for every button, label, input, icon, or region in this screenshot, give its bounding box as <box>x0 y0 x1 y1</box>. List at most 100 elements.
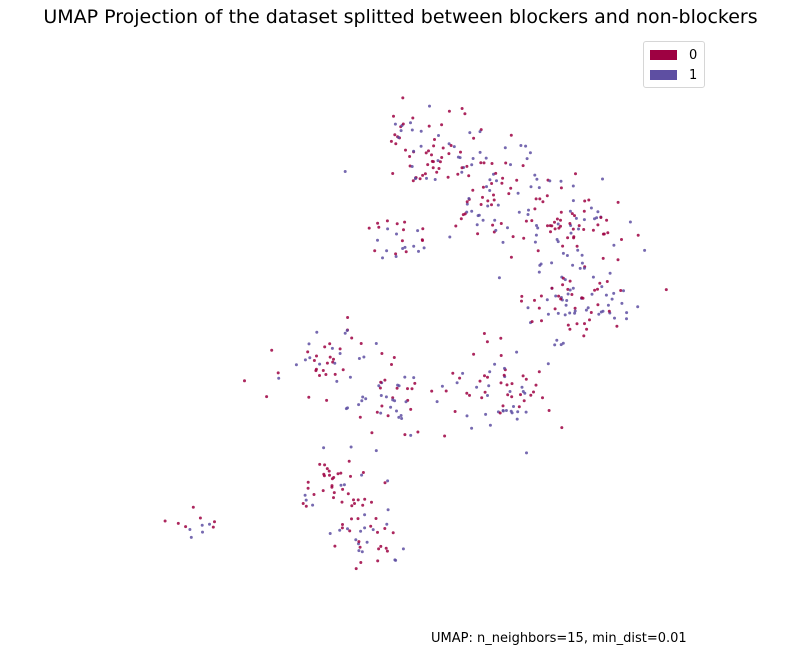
point-series-0 <box>418 177 422 181</box>
point-series-0 <box>541 396 544 400</box>
point-series-0 <box>318 374 321 377</box>
point-series-1 <box>374 342 378 345</box>
point-series-0 <box>593 288 597 292</box>
point-series-0 <box>499 222 503 225</box>
point-series-0 <box>582 228 586 231</box>
point-series-1 <box>488 370 492 374</box>
point-series-0 <box>312 359 316 362</box>
point-series-1 <box>381 256 384 260</box>
point-series-0 <box>265 395 269 399</box>
point-series-0 <box>163 519 167 523</box>
point-series-1 <box>455 381 459 385</box>
point-series-0 <box>472 352 476 356</box>
point-series-0 <box>394 252 398 256</box>
point-series-0 <box>430 153 433 157</box>
point-series-0 <box>392 114 395 118</box>
point-series-1 <box>478 130 482 134</box>
point-series-0 <box>460 166 464 170</box>
point-series-0 <box>478 379 482 383</box>
point-series-0 <box>533 207 537 211</box>
point-series-1 <box>546 362 550 366</box>
point-series-1 <box>535 224 538 227</box>
point-series-0 <box>427 149 430 153</box>
point-series-0 <box>588 318 591 322</box>
point-series-1 <box>328 532 332 535</box>
point-series-0 <box>301 502 305 505</box>
point-series-0 <box>559 218 562 222</box>
point-series-0 <box>509 133 513 137</box>
point-series-1 <box>395 232 398 236</box>
point-series-1 <box>612 243 616 247</box>
point-series-1 <box>590 292 594 296</box>
point-series-1 <box>379 394 383 397</box>
point-series-0 <box>379 544 383 548</box>
point-series-1 <box>360 473 364 477</box>
point-series-1 <box>537 270 541 274</box>
point-series-1 <box>509 163 512 167</box>
point-series-1 <box>612 291 616 295</box>
point-series-0 <box>519 393 522 397</box>
point-series-0 <box>541 200 545 204</box>
point-series-1 <box>304 498 308 502</box>
point-series-0 <box>408 155 412 158</box>
point-series-0 <box>522 399 526 403</box>
point-series-0 <box>306 486 310 490</box>
point-series-1 <box>625 311 629 315</box>
point-series-0 <box>547 409 551 412</box>
point-series-1 <box>524 144 528 148</box>
point-series-0 <box>336 472 340 476</box>
point-series-1 <box>517 210 521 214</box>
legend-label-1: 1 <box>689 67 698 83</box>
point-series-1 <box>357 549 361 553</box>
point-series-0 <box>596 223 600 227</box>
point-series-1 <box>349 445 353 449</box>
point-series-0 <box>598 281 602 285</box>
point-series-0 <box>378 386 382 390</box>
point-series-0 <box>427 124 431 128</box>
point-series-1 <box>200 523 204 527</box>
point-series-1 <box>410 165 414 168</box>
point-series-0 <box>463 112 467 116</box>
point-series-0 <box>314 369 318 373</box>
point-series-1 <box>548 179 552 183</box>
point-series-1 <box>568 288 572 292</box>
point-series-0 <box>524 219 528 223</box>
point-series-0 <box>340 526 344 530</box>
point-series-1 <box>447 142 451 146</box>
point-series-1 <box>201 530 204 534</box>
point-series-0 <box>501 176 505 180</box>
point-series-1 <box>404 400 408 404</box>
point-series-0 <box>352 498 355 502</box>
point-series-0 <box>361 503 365 507</box>
point-series-0 <box>499 354 503 357</box>
point-series-1 <box>394 255 398 258</box>
point-series-1 <box>354 538 358 542</box>
point-series-1 <box>519 144 523 147</box>
point-series-0 <box>315 354 318 358</box>
point-series-0 <box>391 531 395 535</box>
point-series-0 <box>276 371 280 375</box>
point-series-1 <box>303 358 307 362</box>
point-series-0 <box>307 395 311 399</box>
point-series-0 <box>406 387 409 391</box>
chart-title: UMAP Projection of the dataset splitted … <box>43 6 758 28</box>
point-series-1 <box>628 220 632 224</box>
point-series-0 <box>447 152 451 156</box>
point-series-0 <box>358 415 362 419</box>
point-series-0 <box>391 172 395 175</box>
point-series-0 <box>573 306 577 310</box>
point-series-0 <box>568 279 572 283</box>
point-series-1 <box>565 254 569 257</box>
point-series-1 <box>487 384 491 388</box>
point-series-0 <box>537 306 541 310</box>
point-series-0 <box>636 233 640 237</box>
point-series-1 <box>386 479 390 483</box>
point-series-0 <box>395 386 399 390</box>
point-series-1 <box>384 395 388 399</box>
point-series-0 <box>481 185 485 189</box>
point-series-0 <box>438 160 442 164</box>
point-series-1 <box>403 245 407 249</box>
point-series-0 <box>505 383 509 387</box>
point-series-0 <box>350 517 353 521</box>
point-series-0 <box>605 280 609 283</box>
